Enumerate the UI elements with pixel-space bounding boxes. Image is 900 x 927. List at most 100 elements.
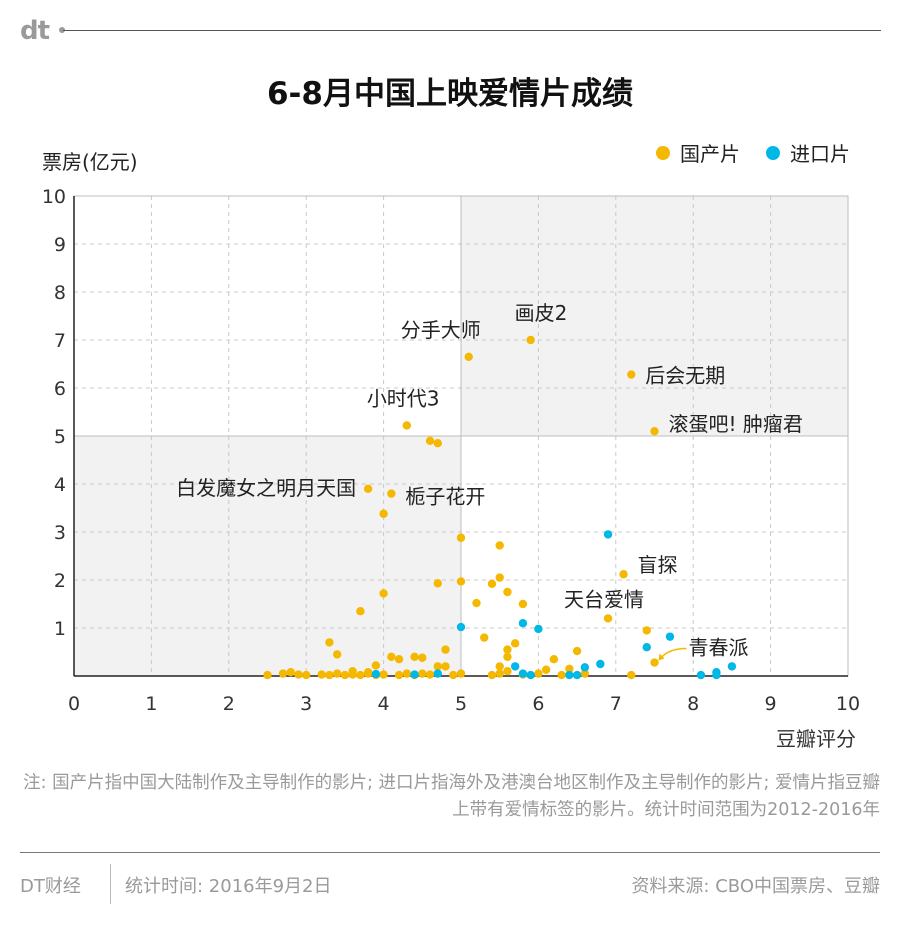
x-tick-label: 1 [145, 693, 157, 715]
data-point-imported [433, 669, 442, 678]
scatter-plot: 0 1 2 3 4 5 6 7 8 9 10 10 9 8 7 6 5 4 3 2 1 豆瓣评分 画皮2 分手大师后会无期滚蛋… [42, 186, 860, 751]
y-tick-label: 7 [54, 330, 66, 352]
data-point-domestic [503, 587, 512, 597]
data-point-imported [727, 662, 737, 671]
header-rule [63, 30, 881, 31]
data-point-imported [510, 662, 520, 671]
data-point-domestic [278, 669, 288, 678]
annotation-label: 后会无期 [645, 364, 725, 388]
annotation-label: 小时代3 [367, 386, 440, 410]
y-tick-label: 4 [54, 474, 66, 496]
data-point-domestic [487, 670, 497, 680]
data-point-domestic [263, 670, 272, 680]
data-point-domestic [557, 670, 566, 680]
quadrant-bottom-left [74, 436, 461, 676]
y-tick-label: 9 [54, 234, 66, 256]
y-tick-label: 8 [54, 282, 66, 304]
x-tick-label: 8 [687, 693, 699, 715]
data-point-imported [712, 670, 721, 680]
data-point-domestic [286, 667, 295, 677]
data-point-imported [565, 670, 574, 680]
data-point-domestic [379, 670, 388, 679]
data-point-domestic [348, 670, 357, 679]
data-point-domestic [294, 670, 303, 679]
data-point-domestic [425, 670, 435, 679]
data-point-imported [572, 670, 582, 680]
data-point-domestic [371, 661, 381, 670]
data-point-imported [518, 619, 528, 628]
x-tick-label: 6 [532, 693, 544, 715]
y-axis-label: 票房(亿元) [42, 150, 138, 174]
footer-rule [20, 852, 880, 853]
data-point-domestic [580, 669, 590, 678]
data-point-domestic [332, 669, 342, 678]
data-point-domestic [402, 421, 412, 430]
annotation-label: 青春派 [689, 636, 749, 660]
annotation-label: 盲探 [638, 553, 678, 577]
legend-dot-domestic [656, 145, 670, 160]
y-tick-label: 1 [54, 618, 66, 640]
data-point-domestic [503, 645, 512, 654]
data-point-imported [665, 632, 675, 641]
y-tick-label: 10 [42, 186, 66, 208]
y-tick-label: 2 [54, 570, 66, 592]
data-point-domestic [456, 577, 466, 586]
x-tick-label: 3 [300, 693, 312, 715]
legend-item-imported: 进口片 [766, 138, 850, 167]
data-point-domestic [541, 665, 551, 674]
x-tick-label: 10 [836, 693, 860, 715]
data-point-domestic [332, 650, 342, 659]
y-tick-label: 5 [54, 426, 66, 448]
data-point-domestic [387, 489, 396, 498]
chart-title: 6-8月中国上映爱情片成绩 [266, 76, 633, 112]
data-point-domestic [379, 589, 388, 598]
annotation-label: 滚蛋吧! 肿瘤君 [669, 412, 803, 436]
data-point-domestic [317, 670, 326, 679]
data-point-imported [526, 670, 535, 680]
data-point-domestic [495, 669, 504, 678]
data-point-domestic [503, 667, 512, 676]
data-point-domestic [495, 541, 504, 550]
data-point-domestic [650, 427, 659, 436]
data-point-imported [534, 624, 543, 634]
data-point-imported [456, 622, 466, 632]
data-point-domestic [433, 439, 442, 448]
footer-data-source: 资料来源: CBO中国票房、豆瓣 [631, 876, 880, 897]
data-point-imported [410, 670, 419, 679]
data-point-domestic [480, 633, 489, 642]
data-point-domestic [425, 436, 435, 445]
data-point-imported [642, 643, 651, 652]
legend-label-imported: 进口片 [790, 142, 850, 166]
data-point-domestic [402, 669, 412, 678]
data-point-domestic [619, 570, 628, 579]
x-tick-label: 7 [610, 693, 622, 715]
footer-brand: DT财经 [20, 876, 81, 897]
dt-logo: dt [20, 16, 50, 46]
footer-stat-time: 统计时间: 2016年9月2日 [125, 876, 332, 897]
logo-dot [59, 27, 65, 33]
data-point-domestic [526, 335, 535, 345]
data-point-domestic [650, 658, 659, 667]
data-point-domestic [379, 509, 388, 518]
data-point-domestic [603, 614, 613, 623]
data-point-domestic [325, 670, 334, 680]
annotation-arrow [659, 647, 687, 660]
y-tick-label: 6 [54, 378, 66, 400]
x-tick-label: 0 [68, 693, 80, 715]
legend-label-domestic: 国产片 [680, 142, 740, 166]
quadrant-top-right [461, 196, 848, 436]
data-point-domestic [356, 670, 365, 680]
data-point-domestic [572, 646, 582, 656]
data-point-domestic [534, 669, 543, 678]
data-point-domestic [503, 652, 512, 661]
data-point-domestic [565, 664, 574, 673]
annotation-label: 栀子花开 [405, 485, 485, 509]
legend-dot-imported [766, 145, 780, 160]
data-point-domestic [627, 370, 636, 379]
data-point-domestic [456, 533, 466, 542]
data-point-domestic [464, 352, 473, 361]
footnote: 注: 国产片指中国大陆制作及主导制作的影片; 进口片指海外及港澳台地区制作及主导… [23, 773, 880, 820]
data-point-imported [371, 669, 381, 679]
data-point-domestic [418, 653, 427, 662]
x-tick-label: 2 [223, 693, 235, 715]
